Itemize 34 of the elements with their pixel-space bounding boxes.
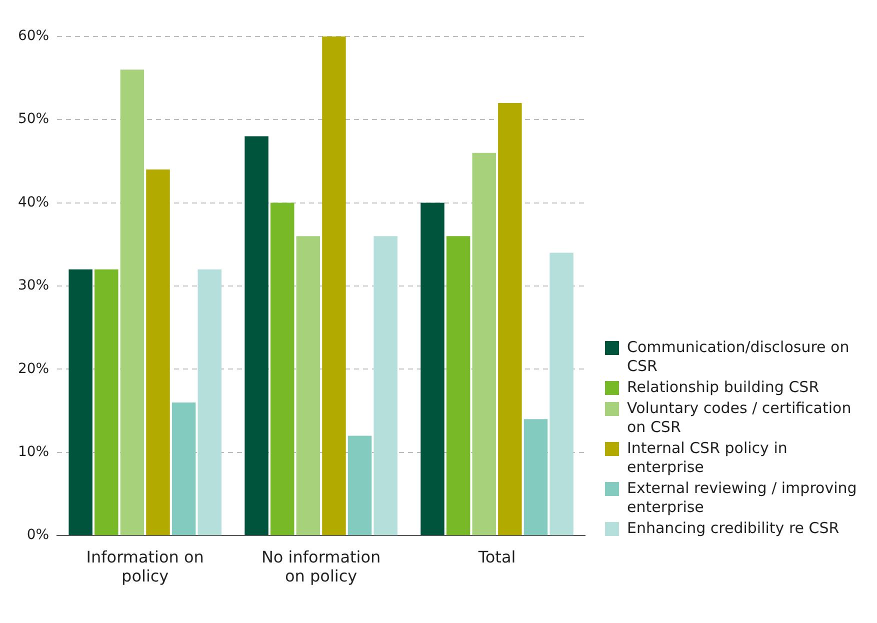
legend-label: Communication/disclosure on CSR xyxy=(627,338,850,376)
bar xyxy=(270,202,294,536)
bar xyxy=(420,202,444,536)
bar xyxy=(498,102,522,536)
x-tick-label: Total xyxy=(477,547,516,566)
legend-label: External reviewing / improving enterprise xyxy=(627,479,858,517)
bar xyxy=(550,252,574,536)
bar xyxy=(348,436,372,536)
y-tick-label: 40% xyxy=(18,194,50,210)
bar xyxy=(446,236,470,536)
bar xyxy=(198,269,222,536)
legend-label: Relationship building CSR xyxy=(627,378,820,397)
bar xyxy=(120,70,144,536)
bar xyxy=(524,419,548,536)
x-tick-label: Information on policy xyxy=(86,547,204,586)
bar xyxy=(296,236,320,536)
bar xyxy=(172,402,196,536)
bar xyxy=(322,36,346,536)
bar xyxy=(472,152,496,536)
x-tick-label: No information on policy xyxy=(261,547,381,586)
legend-label: Internal CSR policy in enterprise xyxy=(627,439,788,477)
bar xyxy=(146,170,170,536)
bar xyxy=(94,269,118,536)
y-tick-label: 10% xyxy=(18,444,50,460)
y-tick-label: 20% xyxy=(18,360,50,377)
bar xyxy=(374,236,398,536)
y-tick-label: 50% xyxy=(18,111,50,128)
legend-label: Voluntary codes / certification on CSR xyxy=(627,399,852,437)
bar xyxy=(244,136,268,536)
legend-label: Enhancing credibility re CSR xyxy=(627,519,840,538)
bar xyxy=(68,269,92,536)
y-tick-label: 60% xyxy=(18,28,50,44)
y-tick-label: 0% xyxy=(26,527,50,544)
y-tick-label: 30% xyxy=(18,278,50,294)
